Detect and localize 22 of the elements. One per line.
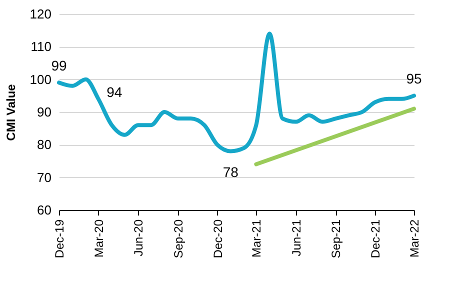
y-axis-title: CMI Value — [4, 84, 18, 141]
y-tick-label: 60 — [37, 202, 52, 218]
data-label: 94 — [106, 84, 122, 100]
y-tick-label: 100 — [30, 72, 52, 87]
x-tick-label: Sep-20 — [171, 219, 186, 258]
y-tick-label: 70 — [37, 170, 52, 185]
x-tick-label: Jun-21 — [289, 219, 304, 256]
x-tick-label: Dec-20 — [210, 219, 225, 258]
x-tick-label: Jun-20 — [132, 219, 146, 256]
data-label: 78 — [222, 164, 239, 180]
y-tick-label: 120 — [30, 6, 52, 22]
x-tick-label: Mar-20 — [92, 219, 106, 258]
y-tick-label: 90 — [37, 104, 52, 120]
x-tick-label: Sep-21 — [329, 219, 344, 258]
data-label: 95 — [406, 70, 422, 87]
x-tick-label: Dec-21 — [368, 219, 383, 258]
x-tick-label: Dec-19 — [52, 219, 66, 258]
y-tick-label: 110 — [30, 39, 52, 54]
data-label: 99 — [51, 58, 67, 74]
y-tick-label: 80 — [37, 137, 52, 152]
x-tick-label: Mar-22 — [408, 219, 422, 258]
x-tick-label: Mar-21 — [250, 219, 264, 258]
